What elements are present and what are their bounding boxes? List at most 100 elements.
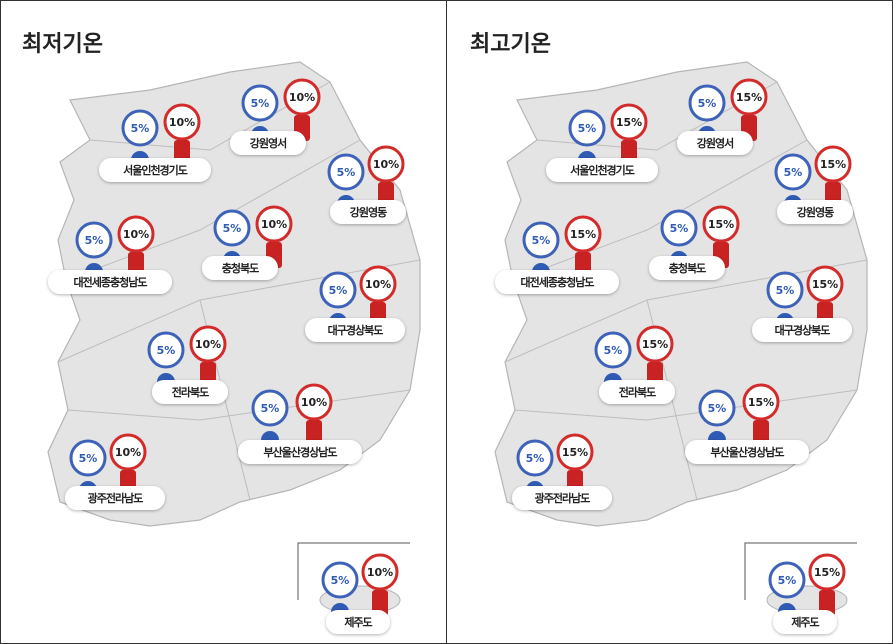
high-circle [636,325,674,363]
high-value: 15% [814,566,840,579]
high-circle [283,78,321,116]
high-value: 15% [616,116,642,129]
low-circle [327,153,365,191]
low-value: 5% [526,452,545,465]
low-circle [774,153,812,191]
low-circle [69,439,107,477]
region-name: 부산울산경상남도 [711,445,785,459]
low-circle [147,331,185,369]
low-value: 5% [157,344,176,357]
low-circle [516,439,554,477]
low-circle [251,389,289,427]
low-circle [319,271,357,309]
map-panel: 5% 10% 서울인천경기도 5% 10% 강원영서 5% 10% 강원영동 5% 10% 대전세종충… [47,61,421,634]
high-value: 10% [289,91,315,104]
region-name: 충청북도 [669,261,706,275]
high-circle [109,433,147,471]
high-circle [610,103,648,141]
low-circle [594,331,632,369]
region-pill [546,158,658,182]
panel-title: 최저기온 [22,32,103,57]
low-value: 5% [223,222,242,235]
high-value: 10% [195,338,221,351]
high-value: 10% [115,446,141,459]
low-circle [522,221,560,259]
region-pill [495,270,619,294]
region-border [514,389,858,421]
high-circle [189,325,227,363]
region-pill [685,440,809,464]
high-value: 15% [708,218,734,231]
low-value: 5% [261,402,280,415]
region-pill [48,270,172,294]
high-circle [163,103,201,141]
high-value: 15% [642,338,668,351]
panel-title: 최고기온 [470,32,551,57]
map-panel: 5% 15% 서울인천경기도 5% 15% 강원영서 5% 15% 강원영동 5% 15% 대전세종충… [494,61,868,634]
low-circle [213,209,251,247]
region-name: 대구경상북도 [775,323,831,337]
high-circle [564,215,602,253]
region-pill [202,256,278,280]
region-pill [65,486,165,510]
region-pill [512,486,612,510]
low-value: 5% [778,574,797,587]
high-value: 10% [367,566,393,579]
high-value: 15% [748,396,774,409]
region-name: 제주도 [344,615,372,629]
high-value: 10% [169,116,195,129]
low-value: 5% [532,234,551,247]
high-value: 15% [562,446,588,459]
high-value: 15% [570,228,596,241]
region-name: 전라북도 [172,385,209,399]
low-circle [241,84,279,122]
low-value: 5% [131,122,150,135]
region-pill [773,610,837,634]
low-value: 5% [578,122,597,135]
region-name: 대구경상북도 [328,323,384,337]
high-circle [367,145,405,183]
region-pill [752,318,852,342]
region-name: 충청북도 [222,261,259,275]
high-circle [814,145,852,183]
high-circle [117,215,155,253]
region-pill [230,131,306,155]
region-pill [599,380,675,404]
low-value: 5% [776,284,795,297]
high-circle [806,265,844,303]
high-marker-bar [306,420,322,446]
region-pill [330,200,406,224]
low-value: 5% [708,402,727,415]
region-pill [99,158,211,182]
low-value: 5% [698,97,717,110]
region-name: 전라북도 [619,385,656,399]
low-value: 5% [329,284,348,297]
high-circle [361,553,399,591]
low-marker-base [157,373,175,382]
low-value: 5% [251,97,270,110]
high-circle [702,205,740,243]
region-name: 제주도 [791,615,819,629]
low-circle [660,209,698,247]
high-value: 10% [365,278,391,291]
region-pill [677,131,753,155]
low-circle [698,389,736,427]
low-marker-base [578,151,596,160]
low-circle [321,561,359,599]
region-name: 광주전라남도 [88,491,144,505]
low-marker-base [708,431,726,440]
region-name: 대전세종충청남도 [74,275,148,289]
region-pill [649,256,725,280]
region-pill [305,318,405,342]
region-name: 광주전라남도 [535,491,591,505]
low-marker-base [778,603,796,612]
low-value: 5% [784,166,803,179]
high-value: 10% [373,158,399,171]
region-pill [777,200,853,224]
region-name: 강원영동 [350,205,387,219]
region-name: 서울인천경기도 [570,163,635,177]
high-value: 15% [736,91,762,104]
high-circle [730,78,768,116]
low-value: 5% [85,234,104,247]
